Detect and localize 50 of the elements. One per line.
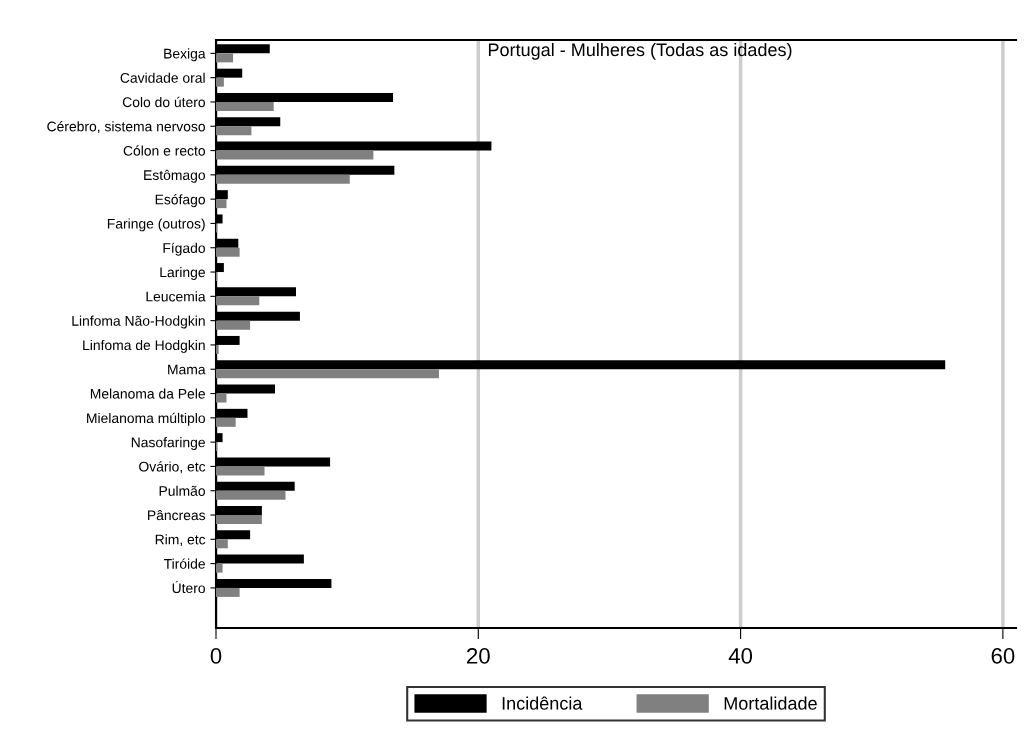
y-tick-label: Laringe xyxy=(160,267,205,280)
bar xyxy=(216,393,227,403)
bar xyxy=(216,515,262,525)
y-tick-label: Linfoma de Hodgkin xyxy=(83,339,205,353)
bar xyxy=(216,563,223,573)
y-tick-label: Colo do útero xyxy=(122,96,206,108)
bar xyxy=(216,53,234,63)
y-tick-label: Nasofaringe xyxy=(131,437,205,451)
y-tick-label: Útero xyxy=(172,580,205,594)
bar xyxy=(216,320,251,330)
bar xyxy=(216,77,224,87)
legend-label: Mortalidade xyxy=(724,696,817,710)
y-tick-label: Faringe (outros) xyxy=(107,218,205,232)
bar xyxy=(216,466,265,476)
x-tick-label: 60 xyxy=(991,648,1015,664)
y-tick-label: Melanoma da Pele xyxy=(90,388,205,399)
y-tick-label: Linfoma Não-Hodgkin xyxy=(72,315,205,329)
bar xyxy=(216,587,240,597)
y-tick-label: Estômago xyxy=(144,169,205,183)
y-tick-label: Bexiga xyxy=(164,48,206,62)
bar xyxy=(216,344,219,354)
chart-title: Portugal - Mulheres (Todas as idades) xyxy=(488,42,792,60)
y-tick-label: Mama xyxy=(168,364,206,375)
bar xyxy=(216,296,260,306)
y-tick-label: Cérebro, sistema nervoso xyxy=(47,121,206,134)
bar xyxy=(216,174,350,184)
y-tick-label: Cavidade oral xyxy=(120,72,205,83)
x-tick-label: 0 xyxy=(210,648,222,664)
y-tick-label: Leucemia xyxy=(146,291,206,302)
y-tick-label: Pulmão xyxy=(159,485,205,496)
y-tick-label: Esófago xyxy=(155,194,205,208)
y-tick-label: Pâncreas xyxy=(148,509,206,521)
bar xyxy=(216,490,286,500)
x-tick-label: 20 xyxy=(467,648,490,664)
bar xyxy=(216,126,252,136)
y-tick-label: Ovário, etc xyxy=(139,461,206,474)
y-tick-label: Mielanoma múltiplo xyxy=(87,412,206,426)
bar xyxy=(216,101,274,111)
bar xyxy=(216,247,240,257)
x-tick-label: 40 xyxy=(728,648,753,664)
bar xyxy=(216,150,374,160)
legend-label: Incidência xyxy=(502,696,583,710)
y-tick-label: Tiróide xyxy=(163,558,205,569)
y-tick-label: Cólon e recto xyxy=(123,145,206,156)
y-tick-label: Rim, etc xyxy=(155,534,206,547)
bar xyxy=(216,417,236,427)
bar xyxy=(216,199,227,209)
bar xyxy=(216,539,228,549)
bar xyxy=(216,369,439,379)
y-tick-label: Fígado xyxy=(163,242,206,256)
